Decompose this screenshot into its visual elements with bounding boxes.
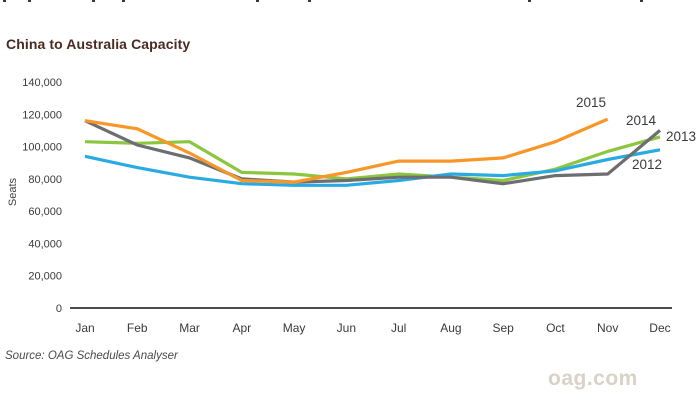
clipped-text-fragment: [28, 0, 31, 2]
source-note: Source: OAG Schedules Analyser: [5, 350, 178, 362]
y-tick-label: 140,000: [22, 77, 62, 89]
x-tick-label: Apr: [232, 321, 251, 335]
clipped-text-fragment: [92, 0, 95, 2]
clipped-text-fragment: [640, 0, 643, 2]
x-tick-label: Jun: [337, 321, 356, 335]
x-tick-label: May: [283, 321, 306, 335]
y-tick-label: 80,000: [28, 174, 62, 186]
x-tick-label: Nov: [597, 321, 618, 335]
clipped-text-fragment: [528, 0, 531, 2]
series-label-2012: 2012: [632, 157, 663, 172]
x-tick-label: Jul: [391, 321, 406, 335]
y-tick-label: 40,000: [28, 238, 62, 250]
series-label-2014: 2014: [626, 113, 657, 128]
series-line-2014: [84, 119, 662, 186]
x-tick-label: Oct: [546, 321, 565, 335]
clipped-text-fragment: [3, 0, 6, 2]
clipped-text-fragment: [256, 0, 259, 2]
series-line-2013: [84, 135, 661, 183]
oag-brand-text: oag.com: [548, 367, 638, 390]
clipped-text-fragment: [308, 0, 311, 2]
x-tick-label: Feb: [127, 321, 148, 335]
x-tick-label: Aug: [440, 321, 461, 335]
series-label-2013: 2013: [666, 129, 697, 144]
y-tick-label: 120,000: [22, 109, 62, 121]
series-line-2015: [84, 117, 609, 184]
y-tick-label: 60,000: [28, 206, 62, 218]
series-label-2015: 2015: [576, 95, 607, 110]
x-tick-label: Mar: [179, 321, 200, 335]
x-tick-label: Dec: [649, 321, 670, 335]
y-tick-label: 100,000: [22, 142, 62, 154]
x-tick-label: Sep: [492, 321, 514, 335]
y-tick-label: 0: [56, 303, 62, 315]
y-tick-label: 20,000: [28, 271, 62, 283]
series-line-2012: [84, 148, 661, 187]
x-tick-label: Jan: [75, 321, 94, 335]
y-axis-label: Seats: [7, 177, 19, 207]
clipped-text-fragment: [122, 0, 125, 2]
chart-title: China to Australia Capacity: [6, 36, 191, 52]
